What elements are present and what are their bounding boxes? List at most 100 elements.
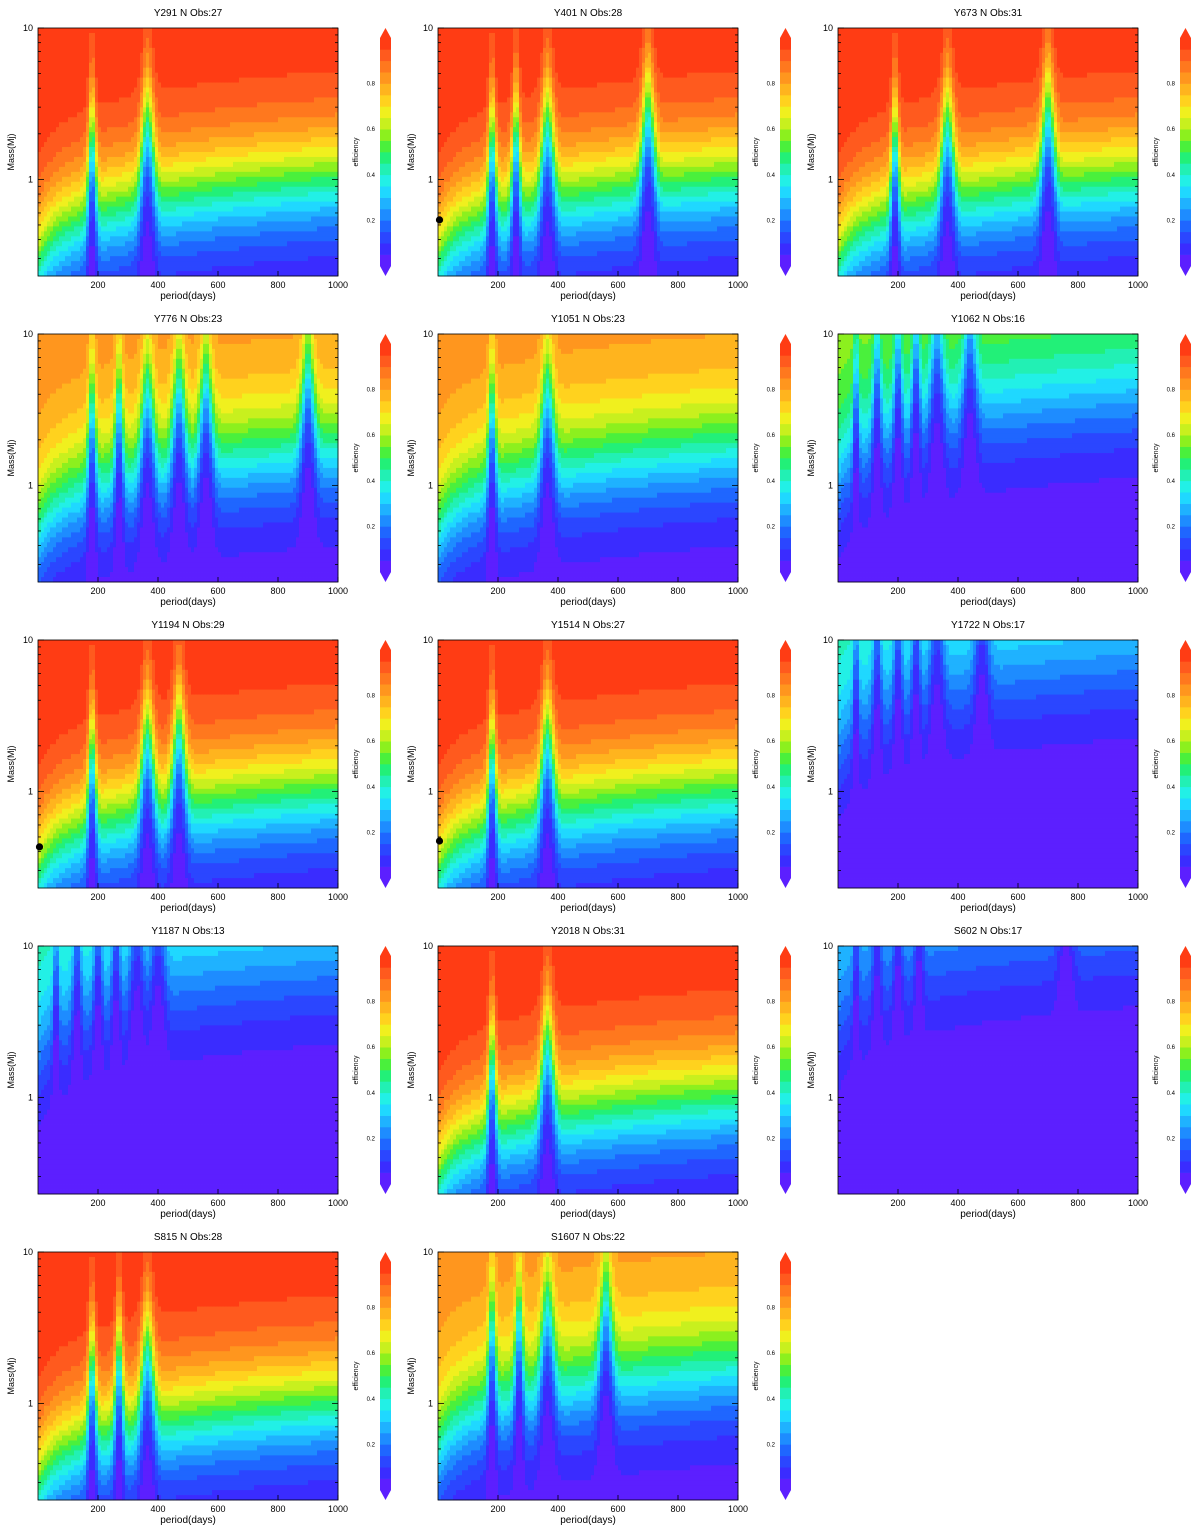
heatmap-cell (44, 162, 47, 167)
heatmap-cell (80, 137, 83, 142)
heatmap-cell (122, 266, 125, 271)
heatmap-cell (62, 236, 65, 241)
heatmap-cell (98, 132, 101, 137)
heatmap-cell (95, 63, 98, 68)
heatmap-cell (47, 172, 50, 177)
heatmap-cell (95, 137, 98, 142)
heatmap-cell (134, 256, 137, 261)
heatmap-cell (53, 226, 56, 231)
heatmap-cell (107, 38, 110, 43)
heatmap-cell (77, 63, 80, 68)
heatmap-cell (77, 197, 80, 202)
heatmap-cell (65, 102, 68, 107)
heatmap-cell (101, 28, 104, 33)
heatmap-cell (47, 256, 50, 261)
heatmap-cell (83, 157, 86, 162)
heatmap-cell (41, 162, 44, 167)
heatmap-cell (77, 58, 80, 63)
heatmap-cell (59, 127, 62, 132)
heatmap-cell (71, 172, 74, 177)
heatmap-cell (56, 83, 59, 88)
heatmap-cell (110, 142, 113, 147)
heatmap-cell (107, 92, 110, 97)
heatmap-cell (41, 172, 44, 177)
heatmap-cell (41, 53, 44, 58)
heatmap-cell (41, 147, 44, 152)
heatmap-cell (77, 192, 80, 197)
heatmap-cell (74, 97, 77, 102)
heatmap-cell (74, 137, 77, 142)
heatmap-cell (128, 197, 131, 202)
heatmap-cell (74, 266, 77, 271)
heatmap-cell (113, 212, 116, 217)
heatmap-cell (116, 147, 119, 152)
heatmap-cell (77, 246, 80, 251)
heatmap-cell (125, 127, 128, 132)
heatmap-cell (50, 157, 53, 162)
heatmap-cell (104, 102, 107, 107)
heatmap-cell (128, 92, 131, 97)
heatmap-cell (122, 58, 125, 63)
heatmap-cell (131, 251, 134, 256)
heatmap-cell (119, 97, 122, 102)
heatmap-cell (44, 68, 47, 73)
heatmap-cell (44, 167, 47, 172)
heatmap-cell (122, 78, 125, 83)
heatmap-cell (95, 43, 98, 48)
heatmap-cell (95, 33, 98, 38)
heatmap-cell (38, 226, 41, 231)
heatmap-cell (56, 187, 59, 192)
heatmap-cell (119, 236, 122, 241)
heatmap-cell (134, 142, 137, 147)
heatmap-cell (128, 112, 131, 117)
heatmap-cell (113, 28, 116, 33)
heatmap-cell (62, 162, 65, 167)
heatmap-cell (98, 167, 101, 172)
heatmap-cell (83, 202, 86, 207)
heatmap-cell (116, 107, 119, 112)
heatmap-cell (131, 256, 134, 261)
heatmap-cell (47, 107, 50, 112)
heatmap-cell (50, 38, 53, 43)
heatmap-cell (80, 231, 83, 236)
heatmap-cell (68, 207, 71, 212)
heatmap-cell (83, 137, 86, 142)
heatmap-cell (50, 127, 53, 132)
heatmap-cell (47, 43, 50, 48)
heatmap-cell (125, 261, 128, 266)
heatmap-cell (134, 132, 137, 137)
heatmap-cell (59, 271, 62, 276)
heatmap-cell (122, 68, 125, 73)
heatmap-cell (101, 212, 104, 217)
heatmap-cell (62, 147, 65, 152)
heatmap-cell (47, 202, 50, 207)
heatmap-cell (125, 187, 128, 192)
heatmap-cell (134, 212, 137, 217)
heatmap-cell (77, 117, 80, 122)
heatmap-cell (119, 48, 122, 53)
heatmap-cell (71, 58, 74, 63)
heatmap-cell (119, 127, 122, 132)
heatmap-cell (80, 207, 83, 212)
heatmap-cell (62, 226, 65, 231)
heatmap-cell (68, 246, 71, 251)
heatmap-cell (77, 231, 80, 236)
heatmap-cell (77, 78, 80, 83)
heatmap-cell (38, 147, 41, 152)
heatmap-cell (89, 132, 92, 137)
heatmap-cell (80, 107, 83, 112)
heatmap-cell (53, 38, 56, 43)
heatmap-cell (92, 83, 95, 88)
heatmap-cell (59, 132, 62, 137)
heatmap-cell (44, 88, 47, 93)
heatmap-cell (44, 177, 47, 182)
heatmap-cell (95, 132, 98, 137)
heatmap-cell (122, 83, 125, 88)
heatmap-cell (110, 187, 113, 192)
heatmap-cell (59, 78, 62, 83)
heatmap-cell (119, 157, 122, 162)
heatmap-cell (98, 73, 101, 78)
heatmap-cell (59, 192, 62, 197)
heatmap-cell (131, 147, 134, 152)
heatmap-cell (50, 68, 53, 73)
